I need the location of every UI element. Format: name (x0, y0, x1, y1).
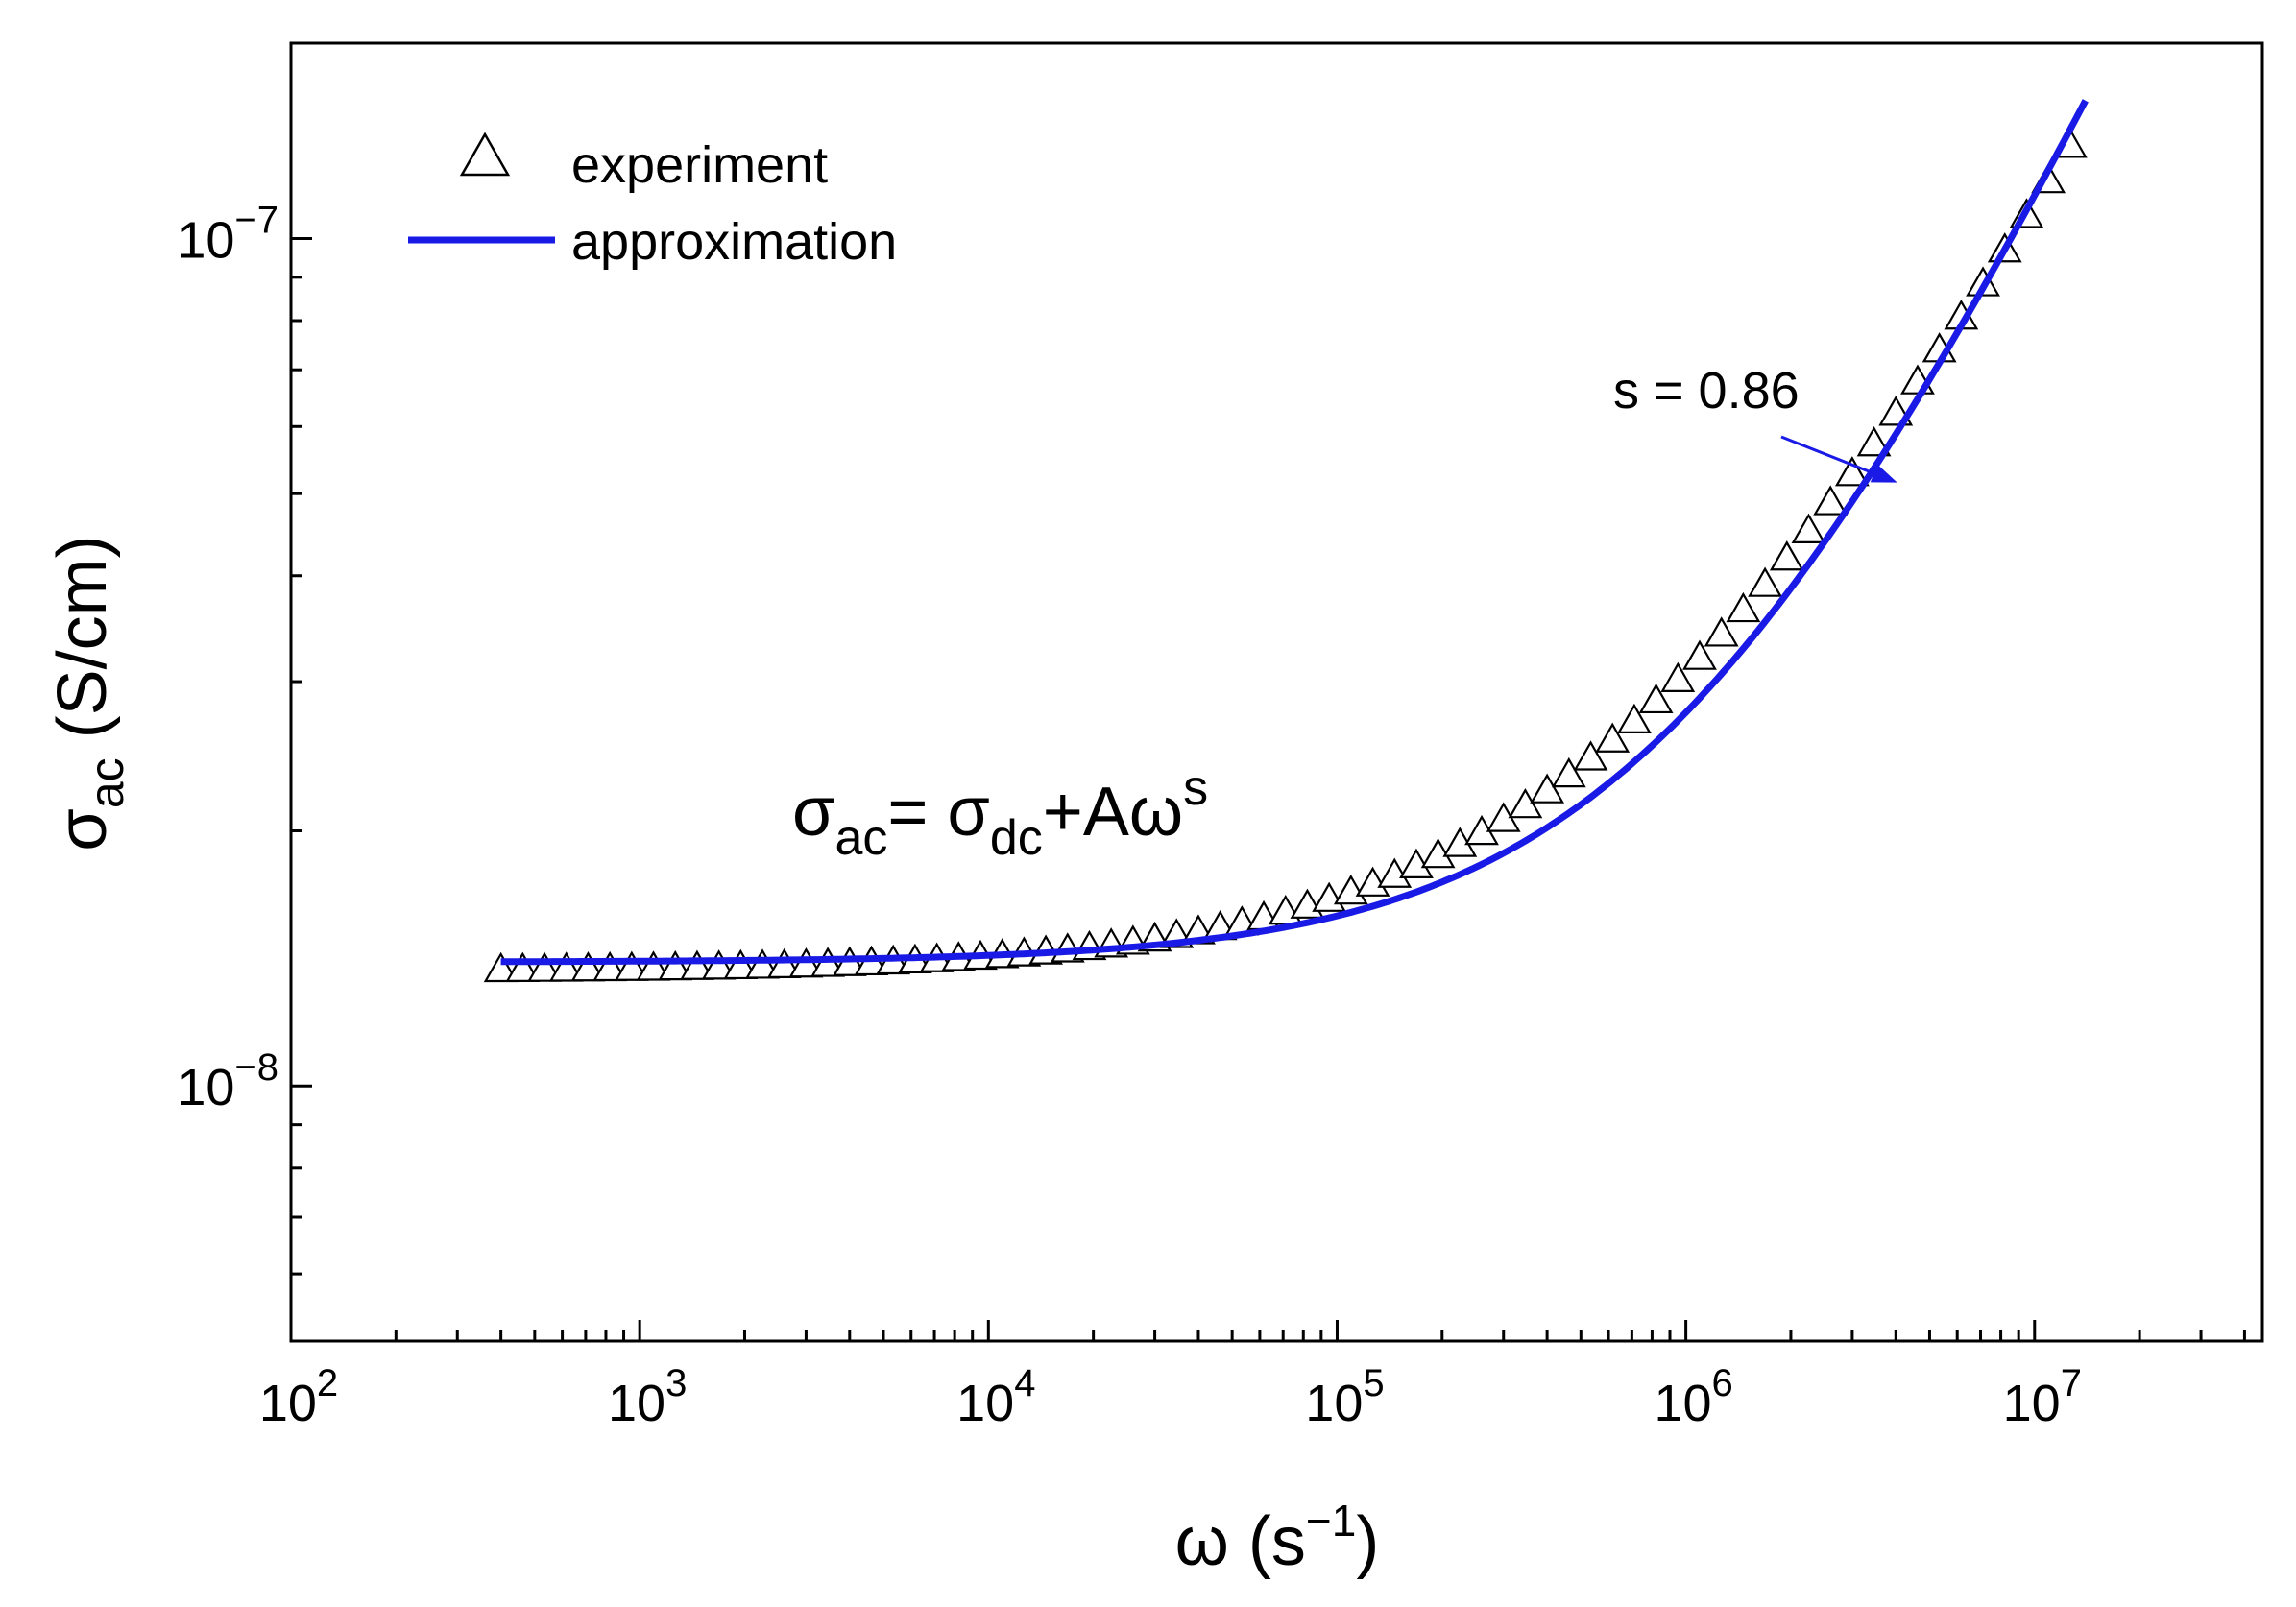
approximation-line (500, 99, 2089, 966)
experiment-point (570, 951, 606, 982)
x-tick-label: 105 (1305, 1362, 1384, 1432)
equation-equals-sigma: = σ (887, 774, 990, 851)
experiment-point (1704, 616, 1739, 647)
equation-sub-ac: ac (834, 810, 887, 866)
experiment-point (1660, 661, 1696, 692)
slope-arrow (1780, 435, 1875, 475)
equation: σac= σdc+Aωs (792, 760, 1208, 866)
x-axis-title: ω (s−1) (1175, 1496, 1380, 1580)
experiment-point (1726, 591, 1761, 623)
experiment-point (1530, 773, 1565, 804)
experiment-point (1508, 787, 1543, 819)
equation-plus-term: +Aω (1043, 774, 1183, 851)
y-axis-ticks (291, 236, 312, 1343)
experiment-point (1638, 683, 1674, 714)
legend-approximation-label: approximation (571, 213, 897, 271)
equation-sub-dc: dc (990, 810, 1043, 866)
experiment-point (745, 948, 780, 979)
x-tick-label: 107 (2003, 1362, 2082, 1432)
slope-annotation: s = 0.86 (1613, 362, 1800, 420)
y-tick-label: 10−8 (177, 1046, 278, 1116)
experiment-point (592, 950, 628, 982)
x-tick-label: 106 (1654, 1362, 1732, 1432)
experiment-point (701, 949, 737, 980)
experiment-point (658, 949, 693, 981)
y-axis-title: σac (S/cm) (44, 535, 133, 851)
legend-experiment-label: experiment (571, 136, 828, 194)
experiment-point (548, 951, 584, 982)
x-axis-title-tail: ) (1356, 1503, 1379, 1580)
experiment-point (1769, 540, 1804, 571)
y-axis-title-sub: ac (80, 757, 133, 808)
experiment-point (1355, 866, 1390, 897)
experiment-point (1617, 703, 1652, 734)
experiment-point (636, 950, 671, 981)
experiment-point (1573, 740, 1608, 771)
legend-experiment-marker (459, 132, 511, 177)
x-axis-title-base: ω (s (1175, 1503, 1306, 1580)
x-axis-tick-labels: 102 103 104 105 106 107 (259, 1362, 2082, 1432)
y-axis-title-base: σ (44, 808, 121, 851)
x-axis-title-sup: −1 (1306, 1496, 1356, 1546)
experiment-point (1813, 485, 1849, 516)
legend: experiment approximation (408, 132, 897, 271)
experiment-point (680, 949, 714, 980)
y-axis-tick-labels: 10−8 10−7 (177, 199, 278, 1116)
experiment-point (723, 948, 759, 980)
equation-sigma-ac: σ (792, 774, 834, 851)
experiment-point (527, 951, 562, 982)
x-tick-label: 104 (956, 1362, 1035, 1432)
experiment-point (1595, 722, 1631, 753)
experiment-point (1551, 756, 1586, 788)
experiment-point (1682, 639, 1717, 670)
experiment-point (614, 950, 649, 981)
plot-frame (289, 41, 2264, 1343)
experiment-point (1834, 456, 1870, 487)
x-tick-label: 103 (608, 1362, 687, 1432)
x-tick-label: 102 (259, 1362, 338, 1432)
equation-sup-s: s (1183, 760, 1208, 816)
experiment-point (1748, 566, 1782, 597)
experiment-point (1856, 426, 1892, 457)
experiment-point (505, 951, 541, 982)
experiment-point (483, 951, 519, 983)
x-axis-ticks (289, 1320, 2246, 1341)
slope-arrow-head (1870, 464, 1897, 483)
y-axis-title-tail: (S/cm) (44, 535, 121, 757)
experiment-point (766, 947, 802, 978)
experiment-point (1333, 874, 1368, 905)
y-tick-label: 10−7 (177, 199, 278, 269)
experiment-point (1791, 513, 1826, 543)
